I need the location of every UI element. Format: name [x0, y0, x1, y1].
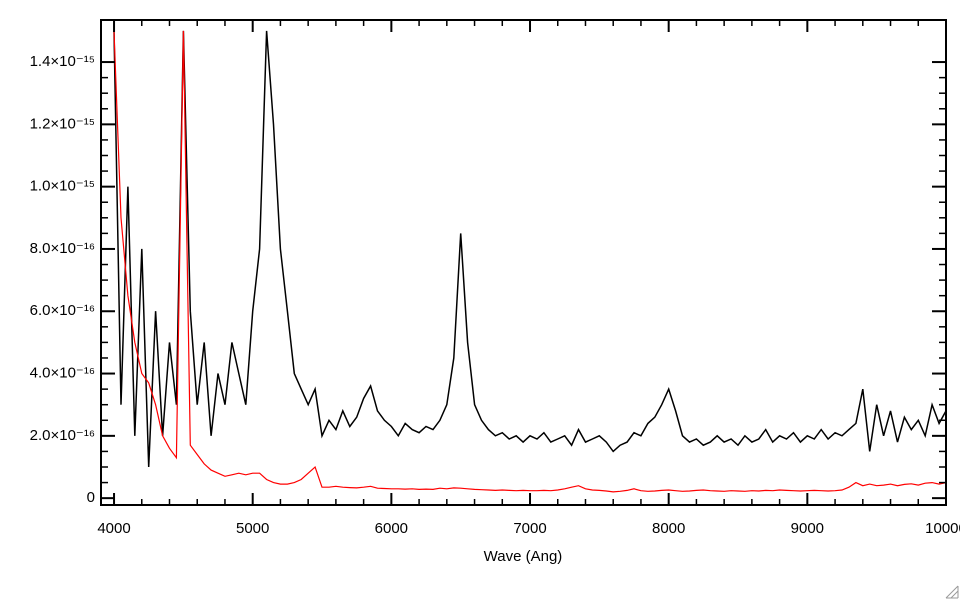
x-axis-label: Wave (Ang) — [484, 548, 563, 565]
y-tick-label: 1.2×10⁻¹⁵ — [30, 115, 95, 132]
x-tick-label: 5000 — [236, 520, 269, 537]
y-tick-label: 4.0×10⁻¹⁶ — [30, 365, 95, 382]
y-tick-label: 6.0×10⁻¹⁶ — [30, 302, 95, 319]
x-tick-label: 9000 — [791, 520, 824, 537]
y-tick-label: 1.0×10⁻¹⁵ — [30, 178, 95, 195]
plot-frame — [100, 19, 947, 506]
plot-area — [113, 30, 946, 493]
resize-grip — [945, 585, 959, 599]
y-tick-label: 0 — [87, 489, 95, 506]
y-tick-label: 8.0×10⁻¹⁶ — [30, 240, 95, 257]
y-tick-label: 2.0×10⁻¹⁶ — [30, 427, 95, 444]
x-tick-label: 4000 — [97, 520, 130, 537]
spectrum-line — [113, 30, 946, 468]
x-tick-label: 7000 — [513, 520, 546, 537]
x-tick-label: 6000 — [375, 520, 408, 537]
x-tick-label: 8000 — [652, 520, 685, 537]
y-tick-label: 1.4×10⁻¹⁵ — [30, 53, 95, 70]
spectrum-line — [113, 30, 946, 493]
